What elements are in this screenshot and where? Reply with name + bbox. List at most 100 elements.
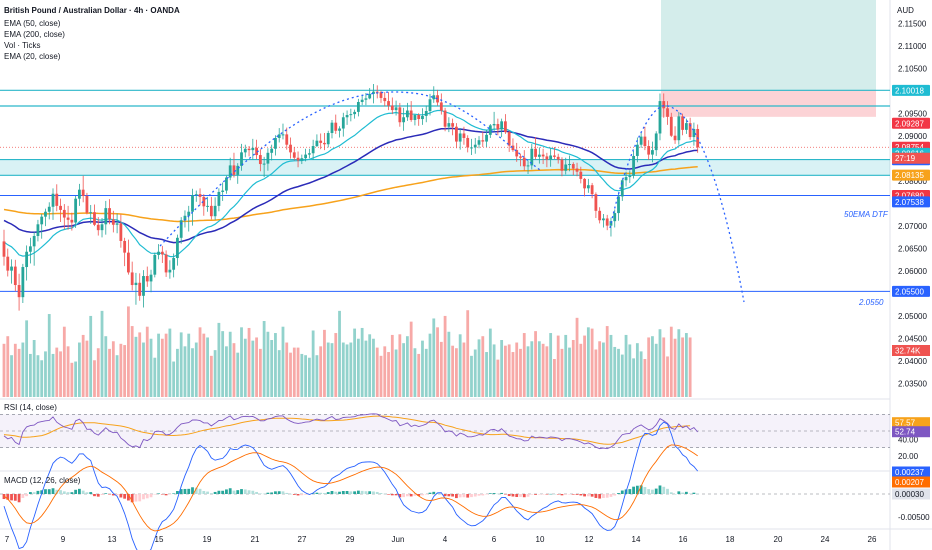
macd-hist-bar bbox=[334, 491, 338, 494]
candle-body bbox=[364, 98, 368, 100]
volume-bar bbox=[164, 333, 168, 397]
macd-hist-bar bbox=[598, 494, 602, 499]
volume-bar bbox=[364, 340, 368, 397]
candle-body bbox=[266, 152, 270, 164]
macd-hist-bar bbox=[236, 490, 240, 494]
macd-hist-bar bbox=[130, 494, 134, 503]
volume-bar bbox=[111, 341, 115, 397]
legend-ema20[interactable]: EMA (20, close) bbox=[4, 52, 61, 61]
candle-body bbox=[534, 148, 537, 157]
macd-hist-bar bbox=[134, 494, 138, 502]
volume-bar bbox=[262, 321, 266, 397]
volume-bar bbox=[349, 342, 353, 397]
macd-hist-bar bbox=[390, 494, 394, 496]
macd-hist-bar bbox=[345, 491, 349, 494]
volume-bar bbox=[549, 333, 553, 397]
candle-body bbox=[270, 148, 274, 153]
candle-body bbox=[583, 178, 586, 189]
candle-body bbox=[586, 185, 590, 189]
volume-bar bbox=[402, 343, 406, 397]
candle-body bbox=[568, 164, 571, 166]
volume-bar bbox=[104, 336, 108, 397]
volume-bar bbox=[2, 343, 6, 397]
volume-bar bbox=[481, 336, 485, 397]
rsi-label[interactable]: RSI (14, close) bbox=[4, 403, 57, 412]
candle-body bbox=[515, 150, 519, 157]
legend-volume[interactable]: Vol · Ticks bbox=[4, 41, 41, 50]
volume-bar bbox=[458, 334, 462, 397]
candle-body bbox=[89, 212, 93, 214]
symbol-title[interactable]: British Pound / Australian Dollar · 4h ·… bbox=[4, 6, 180, 15]
volume-bar bbox=[232, 343, 236, 397]
price-label: 2.08754 bbox=[895, 143, 924, 152]
macd-hist-bar bbox=[232, 490, 236, 494]
time-tick: 10 bbox=[536, 535, 545, 544]
candle-body bbox=[635, 144, 639, 156]
macd-hist-bar bbox=[575, 494, 579, 495]
candle-body bbox=[654, 133, 658, 151]
volume-bar bbox=[32, 340, 36, 397]
candle-body bbox=[240, 152, 243, 166]
price-tick: 2.06500 bbox=[898, 245, 927, 254]
volume-bar bbox=[398, 334, 402, 397]
candle-body bbox=[349, 114, 353, 116]
volume-bar bbox=[617, 348, 620, 397]
macd-hist-bar bbox=[470, 494, 473, 498]
macd-value: 0.00207 bbox=[895, 478, 924, 487]
volume-bar bbox=[390, 334, 394, 397]
macd-hist-bar bbox=[553, 494, 556, 495]
candle-body bbox=[507, 132, 511, 146]
volume-bar bbox=[519, 348, 522, 397]
volume-bar bbox=[277, 350, 281, 397]
volume-bar bbox=[602, 342, 605, 397]
price-label: 2.05500 bbox=[895, 287, 924, 296]
macd-hist-bar bbox=[541, 494, 545, 495]
candle-body bbox=[198, 194, 202, 197]
time-tick: 9 bbox=[61, 535, 66, 544]
macd-hist-bar bbox=[96, 494, 100, 497]
currency-label[interactable]: AUD bbox=[897, 6, 914, 15]
candle-body bbox=[66, 217, 70, 220]
macd-hist-bar bbox=[149, 494, 153, 498]
rsi-line bbox=[3, 413, 699, 450]
time-tick: 16 bbox=[679, 535, 688, 544]
rounding-top-arc bbox=[159, 91, 541, 247]
candle-body bbox=[44, 211, 47, 217]
macd-hist-bar bbox=[55, 489, 59, 494]
macd-hist-bar bbox=[462, 494, 466, 498]
countdown-label: 27:19 bbox=[895, 154, 916, 163]
macd-hist-bar bbox=[266, 492, 270, 494]
candle-body bbox=[477, 140, 481, 145]
time-tick: 6 bbox=[492, 535, 497, 544]
volume-bar bbox=[40, 360, 44, 397]
volume-bar bbox=[28, 353, 32, 397]
macd-tick: -0.00500 bbox=[898, 513, 930, 522]
macd-hist-bar bbox=[119, 494, 123, 498]
macd-hist-bar bbox=[639, 485, 643, 494]
macd-hist-bar bbox=[428, 492, 432, 494]
ema20-line bbox=[3, 109, 698, 258]
macd-label[interactable]: MACD (12, 26, close) bbox=[4, 476, 81, 485]
volume-bar bbox=[639, 351, 643, 397]
macd-hist-bar bbox=[398, 494, 402, 498]
legend-ema50[interactable]: EMA (50, close) bbox=[4, 19, 61, 28]
macd-hist-bar bbox=[500, 492, 504, 494]
macd-hist-bar bbox=[338, 491, 341, 494]
macd-value-bg bbox=[892, 476, 930, 488]
candle-body bbox=[123, 240, 127, 253]
macd-hist-bar bbox=[681, 492, 684, 494]
macd-hist-bar bbox=[123, 494, 127, 499]
macd-hist-bar bbox=[368, 491, 372, 494]
projection-path bbox=[609, 105, 745, 303]
candle-body bbox=[292, 152, 296, 158]
legend-ema200[interactable]: EMA (200, close) bbox=[4, 30, 65, 39]
volume-bar bbox=[330, 343, 334, 397]
volume-bar bbox=[191, 348, 194, 397]
macd-hist-bar bbox=[59, 490, 62, 494]
macd-hist-bar bbox=[187, 488, 191, 494]
macd-hist-bar bbox=[157, 493, 160, 494]
price-label-bg bbox=[892, 169, 930, 181]
candle-body bbox=[372, 91, 375, 94]
candle-body bbox=[455, 126, 458, 142]
volume-bar bbox=[511, 352, 515, 397]
